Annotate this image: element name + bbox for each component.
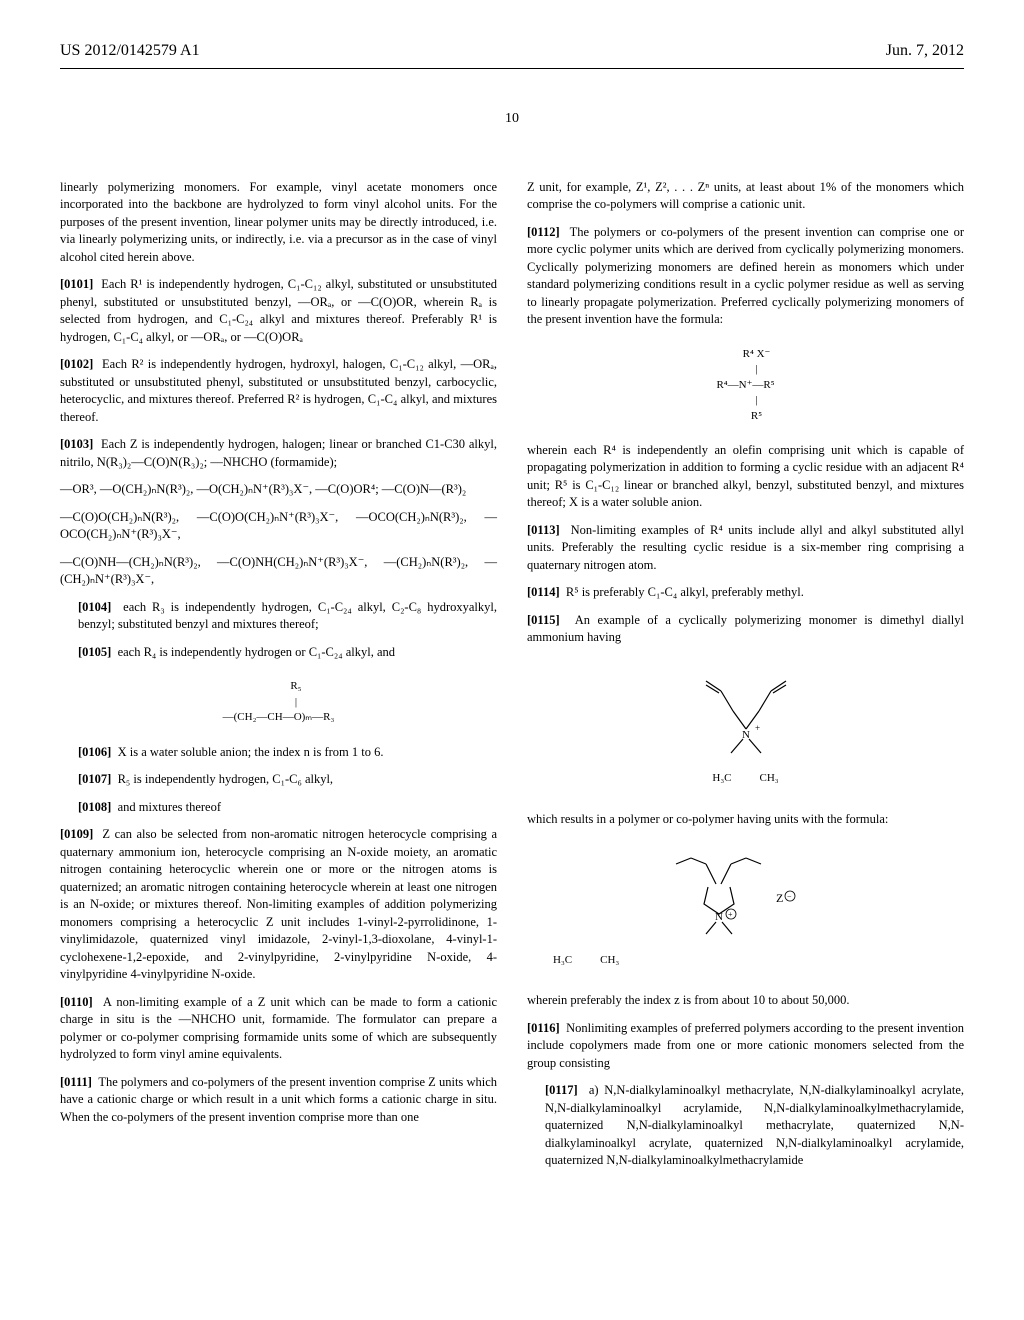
para-text: Z can also be selected from non-aromatic… (60, 827, 497, 981)
formula-line: R₅ (223, 679, 335, 694)
formula-line: | (716, 393, 774, 408)
para-0103: [0103] Each Z is independently hydrogen,… (60, 436, 497, 471)
struct-label-right: CH₃ (600, 953, 619, 968)
para-0106: [0106] X is a water soluble anion; the i… (78, 744, 497, 762)
struct-label-left: H₃C (553, 953, 572, 968)
para-0115: [0115] An example of a cyclically polyme… (527, 612, 964, 647)
para-text: and mixtures thereof (118, 800, 221, 814)
para-text: The polymers and co-polymers of the pres… (60, 1075, 497, 1124)
formula-line: R⁵ (716, 409, 774, 424)
molecule-icon: N + Z − (666, 852, 826, 947)
para-text: Each R² is independently hydrogen, hydro… (60, 357, 497, 424)
para-intro: linearly polymerizing monomers. For exam… (60, 179, 497, 267)
para-num: [0117] (545, 1083, 578, 1097)
para-text: A non-limiting example of a Z unit which… (60, 995, 497, 1062)
para-0117: [0117] a) N,N-dialkylaminoalkyl methacry… (545, 1082, 964, 1170)
para-text: An example of a cyclically polymerizing … (527, 613, 964, 645)
para-num: [0102] (60, 357, 93, 371)
para-0104: [0104] each R₃ is independently hydrogen… (78, 599, 497, 634)
para-num: [0103] (60, 437, 93, 451)
para-num: [0111] (60, 1075, 92, 1089)
para-0112b: wherein each R⁴ is independently an olef… (527, 442, 964, 512)
page-header: US 2012/0142579 A1 Jun. 7, 2012 (60, 40, 964, 69)
para-0108: [0108] and mixtures thereof (78, 799, 497, 817)
doc-date: Jun. 7, 2012 (886, 40, 964, 62)
doc-number: US 2012/0142579 A1 (60, 40, 200, 62)
para-num: [0105] (78, 645, 111, 659)
para-num: [0110] (60, 995, 93, 1009)
para-0102: [0102] Each R² is independently hydrogen… (60, 356, 497, 426)
para-0103c: —C(O)NH—(CH₂)ₙN(R³)₂, —C(O)NH(CH₂)ₙN⁺(R³… (60, 554, 497, 589)
svg-text:−: − (787, 892, 792, 901)
para-num: [0104] (78, 600, 111, 614)
para-0116: [0116] Nonlimiting examples of preferred… (527, 1020, 964, 1073)
para-num: [0101] (60, 277, 93, 291)
svg-text:+: + (728, 910, 733, 919)
molecule-icon: N + (691, 671, 801, 766)
para-text: R⁵ is preferably C₁-C₄ alkyl, preferably… (566, 585, 804, 599)
para-0109: [0109] Z can also be selected from non-a… (60, 826, 497, 984)
formula-line: R⁴—N⁺—R⁵ (716, 378, 774, 393)
svg-text:N: N (715, 911, 723, 923)
para-text: Nonlimiting examples of preferred polyme… (527, 1021, 964, 1070)
formula-line: | (716, 362, 774, 377)
formula-2: R⁴ X⁻ | R⁴—N⁺—R⁵ | R⁵ (527, 347, 964, 424)
struct-label-left: H₃C (712, 771, 731, 786)
para-text: The polymers or co-polymers of the prese… (527, 225, 964, 327)
para-num: [0113] (527, 523, 560, 537)
para-text: each R₃ is independently hydrogen, C₁-C₂… (78, 600, 497, 632)
para-num: [0107] (78, 772, 111, 786)
formula-line: —(CH₂—CH—O)ₘ—R₃ (223, 710, 335, 725)
para-0115c: wherein preferably the index z is from a… (527, 992, 964, 1010)
formula-line: | (223, 695, 335, 710)
para-text: X is a water soluble anion; the index n … (118, 745, 384, 759)
right-column: Z unit, for example, Z¹, Z², . . . Zⁿ un… (527, 179, 964, 1180)
para-0114: [0114] R⁵ is preferably C₁-C₄ alkyl, pre… (527, 584, 964, 602)
para-num: [0109] (60, 827, 93, 841)
chemical-structure-2: N + Z − H₃C CH₃ (527, 852, 964, 968)
para-0115b: which results in a polymer or co-polymer… (527, 811, 964, 829)
two-column-layout: linearly polymerizing monomers. For exam… (60, 179, 964, 1180)
z-label: Z (776, 891, 783, 905)
para-num: [0116] (527, 1021, 560, 1035)
para-0113: [0113] Non-limiting examples of R⁴ units… (527, 522, 964, 575)
para-text: each R₄ is independently hydrogen or C₁-… (118, 645, 395, 659)
para-num: [0106] (78, 745, 111, 759)
para-0110: [0110] A non-limiting example of a Z uni… (60, 994, 497, 1064)
para-0101: [0101] Each R¹ is independently hydrogen… (60, 276, 497, 346)
page-number: 10 (60, 109, 964, 129)
para-0111: [0111] The polymers and co-polymers of t… (60, 1074, 497, 1127)
para-0103b: —C(O)O(CH₂)ₙN(R³)₂, —C(O)O(CH₂)ₙN⁺(R³)₃X… (60, 509, 497, 544)
para-text: Non-limiting examples of R⁴ units includ… (527, 523, 964, 572)
left-column: linearly polymerizing monomers. For exam… (60, 179, 497, 1180)
para-top: Z unit, for example, Z¹, Z², . . . Zⁿ un… (527, 179, 964, 214)
formula-1: R₅ | —(CH₂—CH—O)ₘ—R₃ (60, 679, 497, 725)
para-text: Each Z is independently hydrogen, haloge… (60, 437, 497, 469)
formula-structure: R₅ | —(CH₂—CH—O)ₘ—R₃ (223, 679, 335, 725)
chemical-structure-1: N + H₃C CH₃ (527, 671, 964, 787)
para-text: a) N,N-dialkylaminoalkyl methacrylate, N… (545, 1083, 964, 1167)
para-num: [0114] (527, 585, 560, 599)
para-0112: [0112] The polymers or co-polymers of th… (527, 224, 964, 329)
para-num: [0108] (78, 800, 111, 814)
para-num: [0112] (527, 225, 560, 239)
para-0103a: —OR³, —O(CH₂)ₙN(R³)₂, —O(CH₂)ₙN⁺(R³)₃X⁻,… (60, 481, 497, 499)
svg-text:+: + (755, 723, 760, 733)
para-text: R₅ is independently hydrogen, C₁-C₆ alky… (118, 772, 333, 786)
formula-line: R⁴ X⁻ (716, 347, 774, 362)
para-0107: [0107] R₅ is independently hydrogen, C₁-… (78, 771, 497, 789)
para-text: Each R¹ is independently hydrogen, C₁-C₁… (60, 277, 497, 344)
struct-label-right: CH₃ (760, 771, 779, 786)
formula-structure: R⁴ X⁻ | R⁴—N⁺—R⁵ | R⁵ (716, 347, 774, 424)
para-num: [0115] (527, 613, 560, 627)
para-0105: [0105] each R₄ is independently hydrogen… (78, 644, 497, 662)
